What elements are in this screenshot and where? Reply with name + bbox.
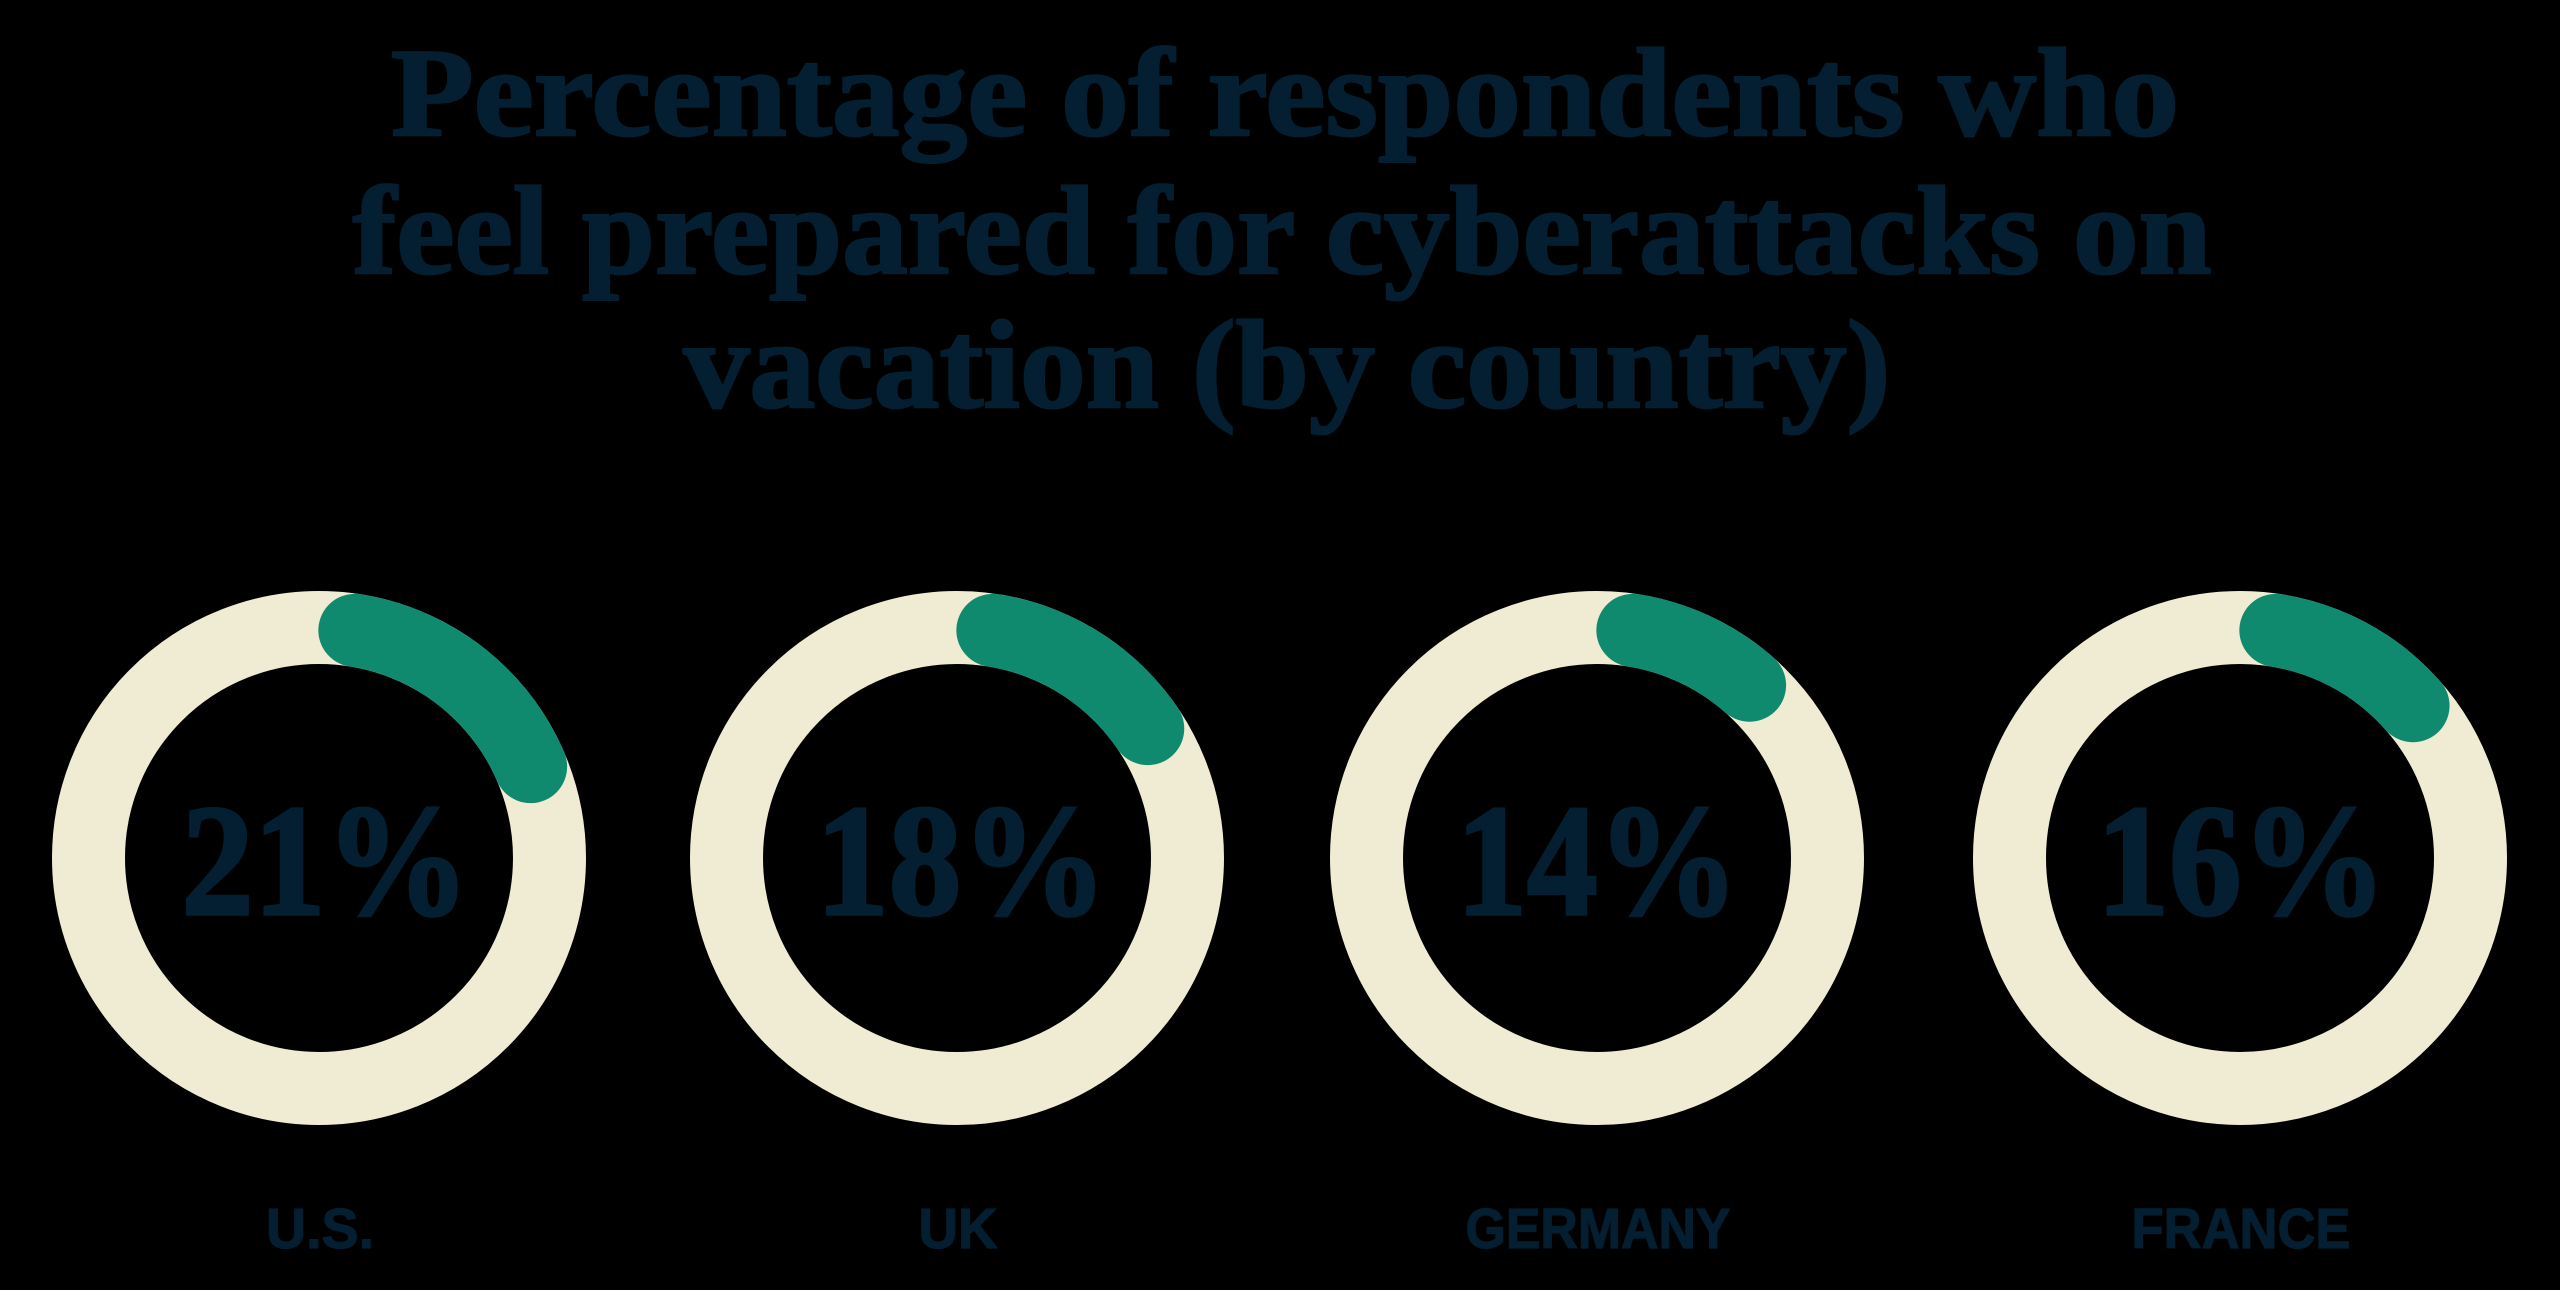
svg-text:feel prepared for cyberattacks: feel prepared for cyberattacks on: [353, 162, 2212, 301]
svg-text:GERMANY: GERMANY: [1466, 1197, 1731, 1261]
svg-text:Percentage of respondents who: Percentage of respondents who: [391, 24, 2179, 163]
svg-text:14%: 14%: [1457, 773, 1739, 949]
svg-text:FRANCE: FRANCE: [2132, 1197, 2351, 1261]
svg-text:16%: 16%: [2097, 773, 2387, 949]
svg-text:18%: 18%: [816, 773, 1107, 949]
svg-text:vacation (by country): vacation (by country): [684, 296, 1891, 435]
svg-text:UK: UK: [919, 1197, 998, 1261]
svg-text:21%: 21%: [182, 773, 470, 949]
svg-text:U.S.: U.S.: [266, 1197, 374, 1261]
